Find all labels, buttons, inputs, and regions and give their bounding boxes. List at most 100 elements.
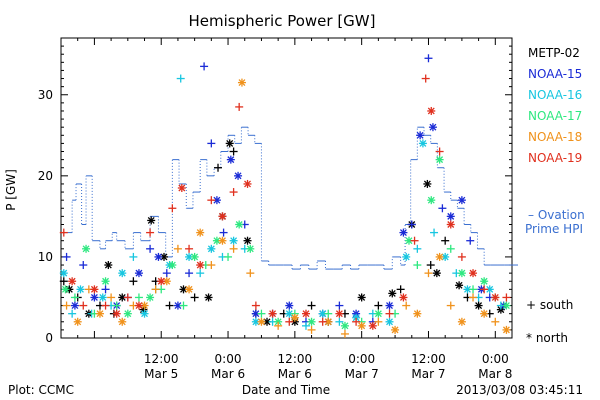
south-point <box>413 261 422 270</box>
legend: METP-02 NOAA-15 NOAA-16 NOAA-17 NOAA-18 NOAA-… <box>528 46 582 165</box>
south-point <box>165 301 174 310</box>
x-axis-label: Date and Time <box>242 383 330 397</box>
north-point <box>427 196 436 205</box>
north-point <box>502 301 511 310</box>
south-point <box>196 269 205 278</box>
north-point <box>204 293 213 302</box>
south-point <box>446 244 455 253</box>
north-point <box>285 309 294 318</box>
south-point <box>426 261 435 270</box>
south-point <box>307 301 316 310</box>
south-point <box>235 102 244 111</box>
north-point <box>435 252 444 261</box>
north-point <box>357 293 366 302</box>
north-point <box>134 269 143 278</box>
south-point <box>176 74 185 83</box>
south-point <box>502 293 511 302</box>
ovation-legend-line2: Prime HPI <box>525 222 583 236</box>
north-point <box>246 244 255 253</box>
plot-frame <box>60 37 513 339</box>
north-point <box>268 309 277 318</box>
north-point <box>432 269 441 278</box>
north-point <box>146 293 155 302</box>
north-point <box>76 285 85 294</box>
south-point <box>438 204 447 213</box>
north-point <box>251 317 260 326</box>
plot-border <box>60 37 513 339</box>
north-point <box>234 171 243 180</box>
south-point <box>441 236 450 245</box>
north-point <box>90 285 99 294</box>
north-point <box>218 212 227 221</box>
south-point <box>407 220 416 229</box>
north-point <box>147 216 156 225</box>
north-point <box>385 301 394 310</box>
x-tick-time-label: 0:00 <box>482 352 509 366</box>
legend-item: METP-02 <box>528 46 580 60</box>
south-point <box>134 293 143 302</box>
north-point <box>455 281 464 290</box>
south-point <box>424 54 433 63</box>
south-point <box>410 236 419 245</box>
north-point <box>480 309 489 318</box>
north-point <box>225 139 234 148</box>
north-point <box>457 269 466 278</box>
y-axis-ticks: 0 10 20 30 <box>38 37 512 345</box>
north-point <box>435 155 444 164</box>
plot-credit: Plot: CCMC <box>8 383 74 397</box>
north-point <box>226 155 235 164</box>
north-point <box>427 106 436 115</box>
south-point <box>229 147 238 156</box>
south-point <box>101 285 110 294</box>
south-point <box>200 62 209 71</box>
north-point <box>82 244 91 253</box>
ovation-series <box>63 126 518 270</box>
south-point <box>446 301 455 310</box>
x-tick-date-label: Mar 6 <box>211 367 245 381</box>
south-point <box>146 244 155 253</box>
legend-item: NOAA-18 <box>528 130 582 144</box>
north-point <box>474 301 483 310</box>
south-point <box>469 285 478 294</box>
south-point <box>301 321 310 330</box>
north-point <box>413 309 422 318</box>
south-point <box>168 204 177 213</box>
south-point <box>413 244 422 253</box>
north-point <box>491 293 500 302</box>
south-point <box>318 317 327 326</box>
north-point <box>469 269 478 278</box>
south-point <box>146 228 155 237</box>
south-point <box>179 301 188 310</box>
south-point <box>173 244 182 253</box>
north-point <box>118 269 127 278</box>
south-point <box>457 252 466 261</box>
north-point <box>90 293 99 302</box>
north-point <box>502 325 511 334</box>
south-point <box>430 228 439 237</box>
y-tick-label: 10 <box>38 250 53 264</box>
north-point <box>368 321 377 330</box>
y-tick-label: 0 <box>45 331 53 345</box>
south-point <box>480 285 489 294</box>
north-point <box>218 236 227 245</box>
south-point <box>79 261 88 270</box>
north-point <box>457 317 466 326</box>
south-point <box>207 139 216 148</box>
south-point <box>274 321 283 330</box>
north-point <box>399 293 408 302</box>
north-point <box>257 317 266 326</box>
north-point <box>190 252 199 261</box>
north-point <box>402 252 411 261</box>
north-point <box>235 220 244 229</box>
south-legend: + south <box>526 298 573 312</box>
south-point <box>214 163 223 172</box>
north-point <box>480 277 489 286</box>
south-point <box>307 325 316 334</box>
x-tick-time-label: 12:00 <box>144 352 179 366</box>
south-point <box>229 188 238 197</box>
north-point <box>399 228 408 237</box>
north-point <box>168 261 177 270</box>
south-point <box>340 329 349 338</box>
south-point <box>207 196 216 205</box>
